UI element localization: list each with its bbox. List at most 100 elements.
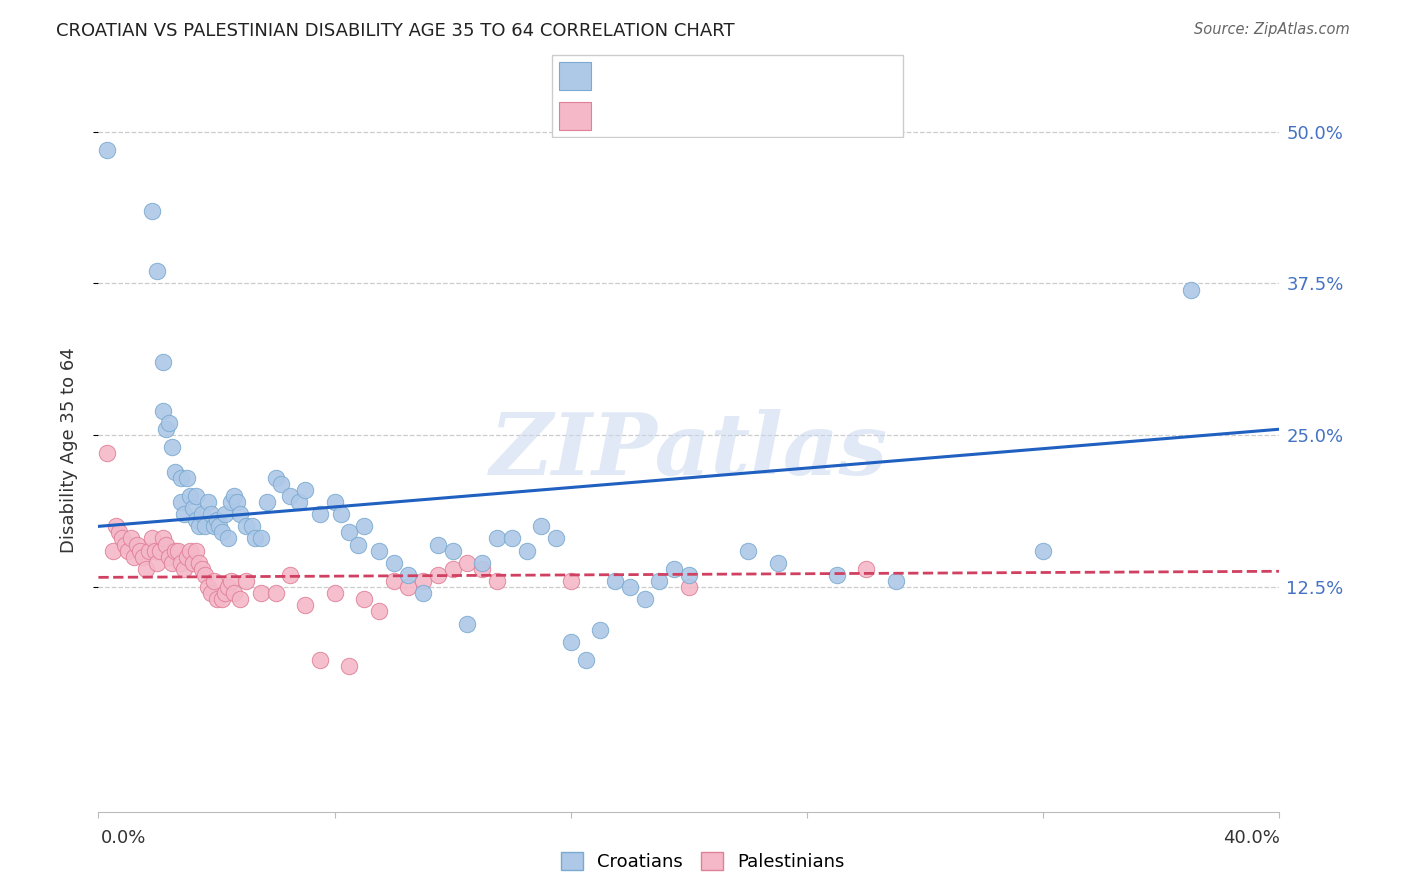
Text: 76: 76 [807, 67, 831, 85]
Point [235, 519, 257, 533]
Point [353, 519, 375, 533]
Point [146, 264, 169, 278]
Point [122, 549, 145, 564]
Point [855, 562, 877, 576]
Point [294, 599, 316, 613]
Point [412, 586, 434, 600]
Point [141, 203, 163, 218]
Point [219, 495, 242, 509]
Point [471, 556, 494, 570]
Point [176, 471, 198, 485]
Point [250, 586, 273, 600]
Point [152, 404, 174, 418]
Point [224, 586, 246, 600]
Point [256, 495, 278, 509]
Point [884, 574, 907, 588]
Point [170, 495, 193, 509]
Text: R =: R = [602, 67, 641, 85]
Bar [560, 102, 592, 130]
Point [329, 507, 352, 521]
Point [181, 501, 204, 516]
Point [368, 543, 391, 558]
Point [152, 532, 174, 546]
Point [339, 525, 360, 540]
Point [149, 543, 172, 558]
Point [427, 538, 450, 552]
Point [309, 653, 332, 667]
Point [184, 513, 207, 527]
Point [229, 592, 252, 607]
Point [382, 556, 405, 570]
Point [412, 574, 434, 588]
Point [170, 471, 193, 485]
Point [678, 580, 700, 594]
Point [214, 586, 236, 600]
Point [619, 580, 641, 594]
Point [270, 476, 292, 491]
Point [396, 568, 419, 582]
Point [96, 143, 118, 157]
Point [214, 507, 236, 521]
Point [574, 653, 596, 667]
Point [309, 507, 332, 521]
Point [278, 568, 302, 582]
Point [194, 519, 217, 533]
Text: ZIPatlas: ZIPatlas [489, 409, 889, 492]
Point [347, 538, 370, 552]
Point [264, 471, 287, 485]
Point [205, 592, 228, 607]
Point [211, 592, 233, 607]
Point [191, 562, 214, 576]
Point [117, 543, 139, 558]
Point [96, 446, 118, 460]
Point [456, 556, 478, 570]
Point [456, 616, 478, 631]
Point [471, 562, 494, 576]
Text: N =: N = [756, 67, 796, 85]
Point [173, 507, 195, 521]
Point [243, 532, 266, 546]
Text: N =: N = [756, 106, 796, 124]
Text: 0.236: 0.236 [664, 67, 720, 85]
Point [176, 549, 198, 564]
Point [211, 525, 233, 540]
Point [382, 574, 405, 588]
Point [294, 483, 316, 497]
Point [157, 549, 180, 564]
Point [589, 623, 612, 637]
Point [187, 556, 209, 570]
Point [219, 574, 242, 588]
Point [128, 543, 150, 558]
Point [114, 538, 136, 552]
Point [143, 543, 166, 558]
Point [103, 543, 125, 558]
Point [288, 495, 311, 509]
Point [152, 355, 174, 369]
Point [396, 580, 419, 594]
Point [162, 441, 183, 455]
Text: 64: 64 [807, 106, 831, 124]
Point [108, 525, 131, 540]
Point [170, 556, 193, 570]
Point [486, 574, 509, 588]
Point [162, 556, 183, 570]
Point [530, 519, 553, 533]
Point [187, 519, 209, 533]
Point [135, 562, 157, 576]
Point [167, 543, 190, 558]
Point [141, 532, 163, 546]
Text: CROATIAN VS PALESTINIAN DISABILITY AGE 35 TO 64 CORRELATION CHART: CROATIAN VS PALESTINIAN DISABILITY AGE 3… [56, 22, 735, 40]
Text: 0.010: 0.010 [664, 106, 720, 124]
Point [441, 543, 464, 558]
Point [184, 543, 207, 558]
Point [323, 586, 346, 600]
Point [138, 543, 160, 558]
Point [560, 634, 582, 648]
Point [132, 549, 155, 564]
Point [546, 532, 568, 546]
Point [323, 495, 346, 509]
Point [240, 519, 263, 533]
Point [217, 580, 239, 594]
Point [560, 574, 582, 588]
Text: 0.0%: 0.0% [101, 829, 146, 847]
